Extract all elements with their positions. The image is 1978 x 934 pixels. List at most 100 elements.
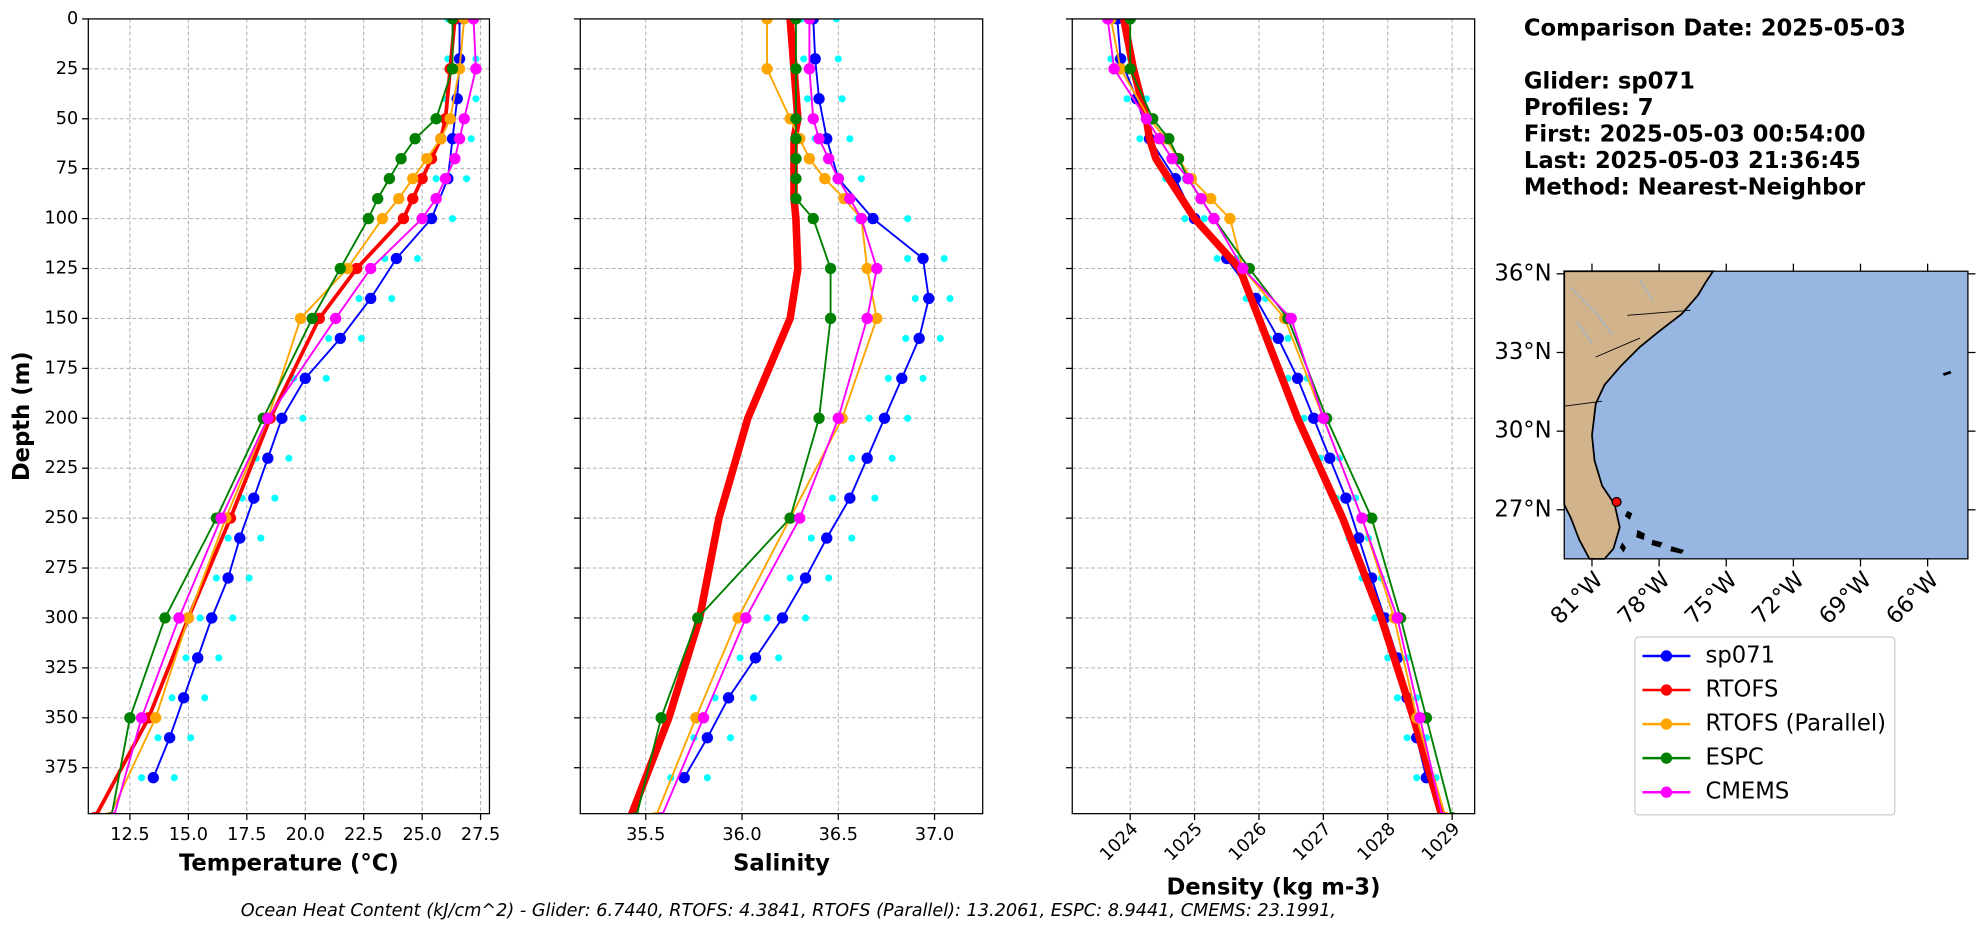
profile-marker (784, 512, 796, 524)
map-basemap (1563, 270, 1968, 560)
profile-dot (703, 774, 711, 782)
profile-dot (432, 175, 440, 183)
y-tick-label: 350 (45, 708, 79, 728)
x-tick-label: 1025 (1161, 819, 1207, 865)
y-tick-label: 0 (67, 9, 78, 29)
profile-marker (701, 732, 714, 744)
profile-marker (449, 153, 461, 165)
profile-marker (844, 492, 856, 504)
footer-note: Ocean Heat Content (kJ/cm^2) - Glider: 6… (241, 901, 1336, 921)
profile-marker (182, 612, 195, 624)
profile-marker (867, 212, 879, 225)
profile-dot (388, 294, 396, 303)
profile-marker (444, 113, 456, 125)
profile-dot (828, 494, 837, 502)
land (1563, 270, 1715, 560)
profile-marker (832, 412, 844, 424)
profile-marker (365, 292, 377, 305)
legend-marker (1660, 718, 1673, 730)
profile-marker (470, 63, 482, 75)
profile-dot (865, 414, 873, 422)
x-tick-label: 78°W (1613, 567, 1676, 630)
profile-dot (940, 255, 948, 263)
profile-marker (824, 312, 837, 325)
profile-marker (135, 712, 148, 724)
y-tick-label: 300 (45, 608, 79, 628)
profile-marker (917, 252, 929, 265)
profile-marker (697, 712, 710, 724)
profile-marker (803, 153, 816, 165)
profile-marker (740, 612, 752, 624)
profile-dot (763, 614, 771, 622)
profile-marker (365, 262, 377, 275)
x-tick-label: 20.0 (286, 825, 325, 845)
profile-marker (350, 262, 363, 275)
profile-dot (800, 55, 808, 63)
profile-marker (813, 93, 825, 105)
profile-marker (425, 212, 438, 225)
profile-marker (794, 512, 806, 524)
profile-marker (334, 332, 346, 345)
profile-marker (1153, 133, 1165, 145)
profile-dot (726, 734, 734, 742)
profile-marker (421, 153, 433, 165)
profile-dot (463, 175, 471, 183)
profile-dot (832, 18, 840, 23)
profile-marker (821, 532, 833, 544)
profile-marker (790, 18, 802, 25)
profile-dot (215, 654, 223, 662)
profile-marker (248, 492, 260, 504)
profile-marker (299, 372, 311, 385)
profile-marker (1414, 712, 1426, 724)
glider-location (1611, 496, 1622, 507)
profile-marker (855, 212, 868, 225)
profile-marker (1108, 63, 1120, 75)
profile-line (1120, 18, 1446, 814)
profile-marker (397, 212, 410, 225)
profile-dot (201, 694, 209, 702)
profile-marker (861, 452, 873, 464)
profile-dot (170, 774, 178, 782)
profile-marker (329, 312, 342, 325)
profile-marker (430, 192, 442, 205)
profile-dot (803, 95, 812, 103)
profile-marker (372, 192, 384, 205)
profile-marker (262, 452, 274, 464)
profile-marker (234, 532, 246, 544)
profile-dot (229, 614, 237, 622)
x-tick-label: 25.0 (402, 825, 441, 845)
y-tick-label: 75 (56, 159, 78, 179)
profile-dot (775, 654, 783, 662)
profile-marker (813, 412, 825, 424)
profile-dot (919, 374, 927, 382)
profile-marker (1182, 172, 1194, 185)
profile-dot (825, 574, 833, 582)
profile-marker (147, 772, 159, 784)
profile-marker (790, 153, 802, 165)
profile-line (113, 18, 477, 814)
profile-marker (446, 63, 459, 75)
profile-marker (276, 412, 288, 424)
profile-dot (838, 95, 846, 103)
y-tick-label: 36°N (1494, 260, 1551, 286)
profile-dot (1181, 215, 1189, 223)
profile-dot (884, 374, 892, 382)
profile-dot (904, 414, 912, 422)
profile-marker (692, 612, 704, 624)
profile-dot (168, 694, 176, 702)
profile-dot (802, 614, 810, 622)
profile-marker (409, 133, 421, 145)
profile-dot (857, 175, 865, 183)
x-tick-label: 17.5 (227, 825, 266, 845)
profile-dot (299, 414, 307, 422)
profile-marker (844, 192, 856, 205)
profile-marker (294, 312, 307, 325)
profile-dot (448, 215, 457, 223)
plot-area (1101, 18, 1457, 814)
profile-marker (306, 312, 318, 325)
x-tick-label: 12.5 (110, 825, 149, 845)
profile-marker (215, 512, 227, 524)
profile-marker (878, 412, 891, 424)
profile-marker (1101, 18, 1114, 25)
